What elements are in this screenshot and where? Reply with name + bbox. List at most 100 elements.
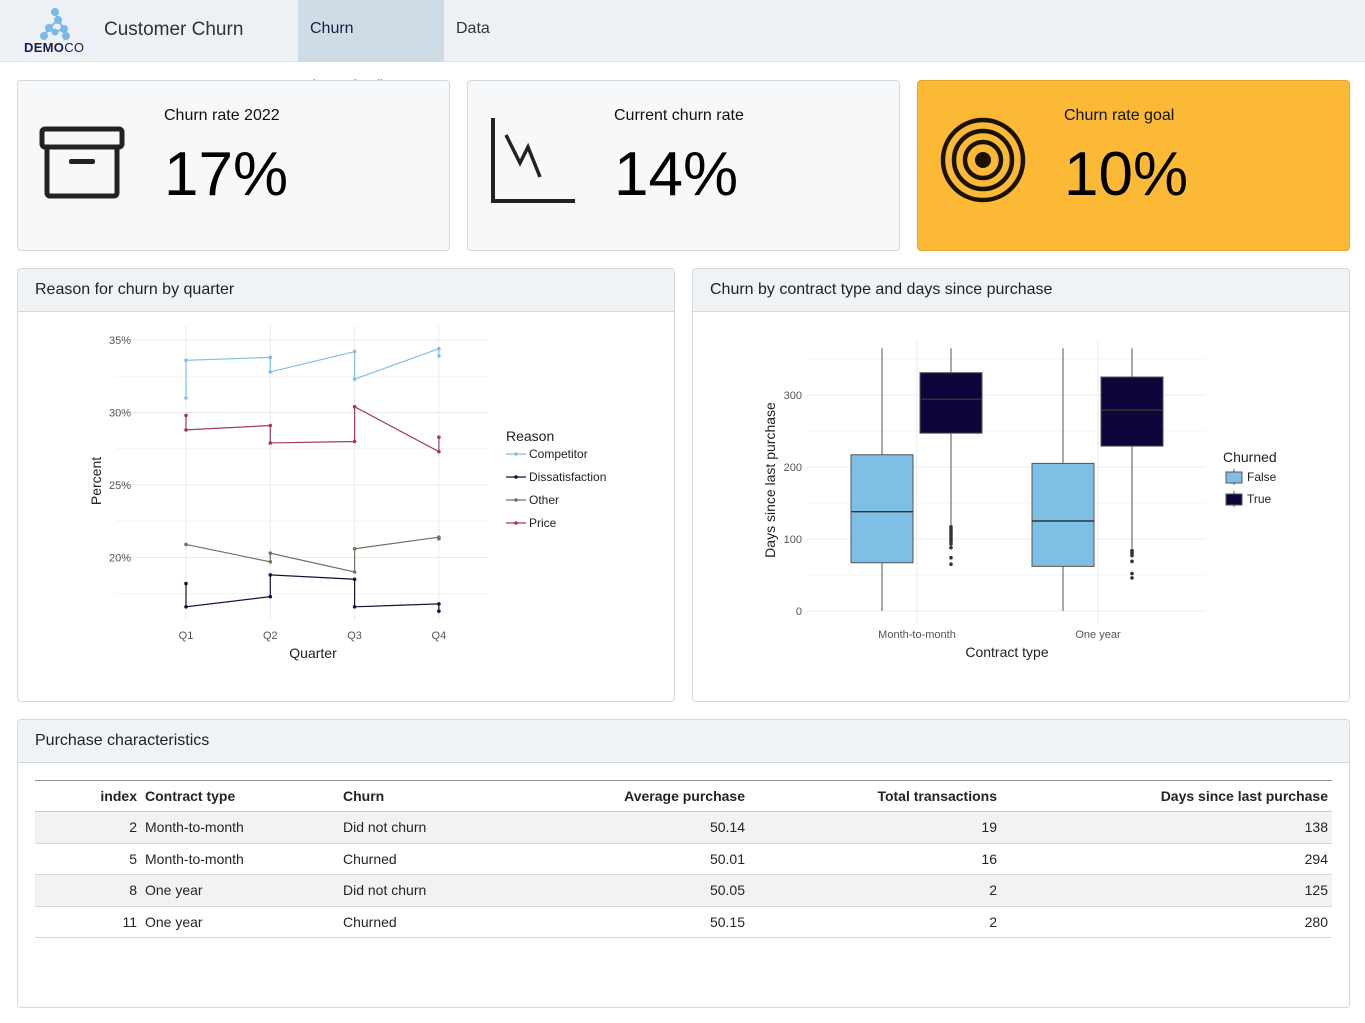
box (919, 372, 983, 434)
legend-title: Churned (1223, 449, 1277, 465)
data-point (352, 404, 357, 409)
legend-key-point (514, 498, 518, 502)
table-cell: 2 (35, 811, 141, 844)
data-point (268, 423, 273, 428)
outlier-point (1130, 559, 1134, 564)
legend-label: True (1247, 492, 1272, 506)
tab-data[interactable]: Data (456, 20, 490, 37)
table-cell: Did not churn (339, 874, 549, 907)
legend-key (1225, 493, 1243, 506)
data-point (268, 573, 273, 577)
data-point (268, 370, 273, 374)
table-cell: Churned (339, 906, 549, 938)
data-point (184, 428, 188, 432)
table-cell: 125 (1001, 874, 1332, 907)
legend-key-point (514, 521, 518, 525)
y-tick-label: 25% (109, 480, 131, 492)
column-header[interactable]: Days since last purchase (1001, 780, 1332, 812)
box (1031, 462, 1095, 567)
column-header[interactable]: Average purchase (549, 780, 749, 812)
data-point (184, 358, 188, 363)
table-cell: Month-to-month (141, 811, 339, 844)
y-tick-label: 300 (784, 390, 802, 402)
contract-chart-panel: Churn by contract type and days since pu… (692, 268, 1350, 702)
table-cell: 8 (35, 874, 141, 907)
series-line-other (185, 536, 440, 573)
data-point (352, 377, 357, 381)
panel-title: Reason for churn by quarter (18, 269, 674, 312)
data-point (268, 355, 273, 360)
legend-title: Reason (506, 428, 554, 444)
table-cell: 138 (1001, 811, 1332, 844)
x-tick-label: One year (1075, 629, 1121, 641)
data-point (352, 605, 357, 609)
data-point (268, 441, 273, 445)
kpi-label: Churn rate 2022 (164, 107, 280, 124)
data-point (268, 560, 273, 564)
data-point (184, 605, 188, 609)
column-header[interactable]: Total transactions (749, 780, 1001, 812)
legend-key-point (514, 475, 518, 479)
data-point (184, 581, 188, 586)
kpi-value: 17% (164, 140, 289, 209)
data-point (437, 435, 441, 439)
column-header[interactable]: Churn (339, 780, 549, 812)
table-cell: 16 (749, 843, 1001, 875)
table-cell: 50.05 (549, 874, 749, 907)
data-point (352, 349, 357, 354)
x-tick-label: Month-to-month (878, 629, 956, 641)
y-tick-label: 30% (109, 408, 131, 420)
table-cell: One year (141, 874, 339, 907)
democo-logo-icon (40, 8, 70, 40)
legend-label: Price (529, 516, 557, 530)
kpi-label: Current churn rate (614, 107, 744, 124)
purchase-table-panel: Purchase characteristics index Contract … (17, 719, 1350, 1008)
table-cell: 19 (749, 811, 1001, 844)
data-point (437, 346, 441, 351)
data-point (437, 609, 441, 613)
archive-box-icon (39, 126, 125, 199)
series-line-dissatisfaction (185, 574, 440, 612)
data-point (268, 594, 273, 599)
legend-key (1225, 471, 1243, 484)
table-cell: 5 (35, 843, 141, 875)
top-navbar: DEMOCO Customer Churn Churn (Standard) D… (0, 0, 1365, 95)
table-cell: Month-to-month (141, 843, 339, 875)
data-point (352, 577, 357, 582)
data-point (352, 570, 357, 574)
kpi-card-churn-goal: Churn rate goal 10% (917, 80, 1350, 251)
table-cell: Churned (339, 843, 549, 875)
purchase-table: index Contract type Churn Average purcha… (35, 780, 1332, 938)
table-row: 2 Month-to-month Did not churn 50.14 19 138 (35, 811, 1332, 844)
data-point (437, 536, 441, 541)
data-point (184, 413, 188, 418)
outlier-point (949, 555, 953, 560)
x-tick-label: Q2 (263, 630, 278, 642)
reason-chart-panel: Reason for churn by quarter 20% 25% 30% 35%… (17, 268, 675, 702)
x-axis-label: Contract type (965, 644, 1048, 660)
data-point (184, 396, 188, 400)
outlier-point (949, 545, 953, 550)
outlier-point (1130, 571, 1134, 576)
table-cell: 280 (1001, 906, 1332, 938)
panel-title: Churn by contract type and days since pu… (693, 269, 1349, 312)
table-cell: 294 (1001, 843, 1332, 875)
table-row: 8 One year Did not churn 50.05 2 125 (35, 874, 1332, 907)
tab-churn-standard[interactable]: Churn (Standard) (298, 0, 444, 95)
x-axis-label: Quarter (289, 645, 337, 661)
column-header[interactable]: Contract type (141, 780, 339, 812)
legend-label: False (1247, 470, 1277, 484)
legend-label: Competitor (529, 447, 588, 461)
y-axis-label: Days since last purchase (762, 402, 778, 558)
table-cell: 50.01 (549, 843, 749, 875)
data-point (352, 439, 357, 444)
x-tick-label: Q3 (347, 630, 362, 642)
table-row: 5 Month-to-month Churned 50.01 16 294 (35, 843, 1332, 875)
x-tick-label: Q4 (432, 630, 447, 642)
legend-key-point (514, 452, 518, 456)
table-cell: 2 (749, 874, 1001, 907)
kpi-card-churn-2022: Churn rate 2022 17% (17, 80, 450, 251)
column-header[interactable]: index (35, 780, 141, 812)
legend-label: Dissatisfaction (529, 470, 606, 484)
y-tick-label: 35% (109, 335, 131, 347)
